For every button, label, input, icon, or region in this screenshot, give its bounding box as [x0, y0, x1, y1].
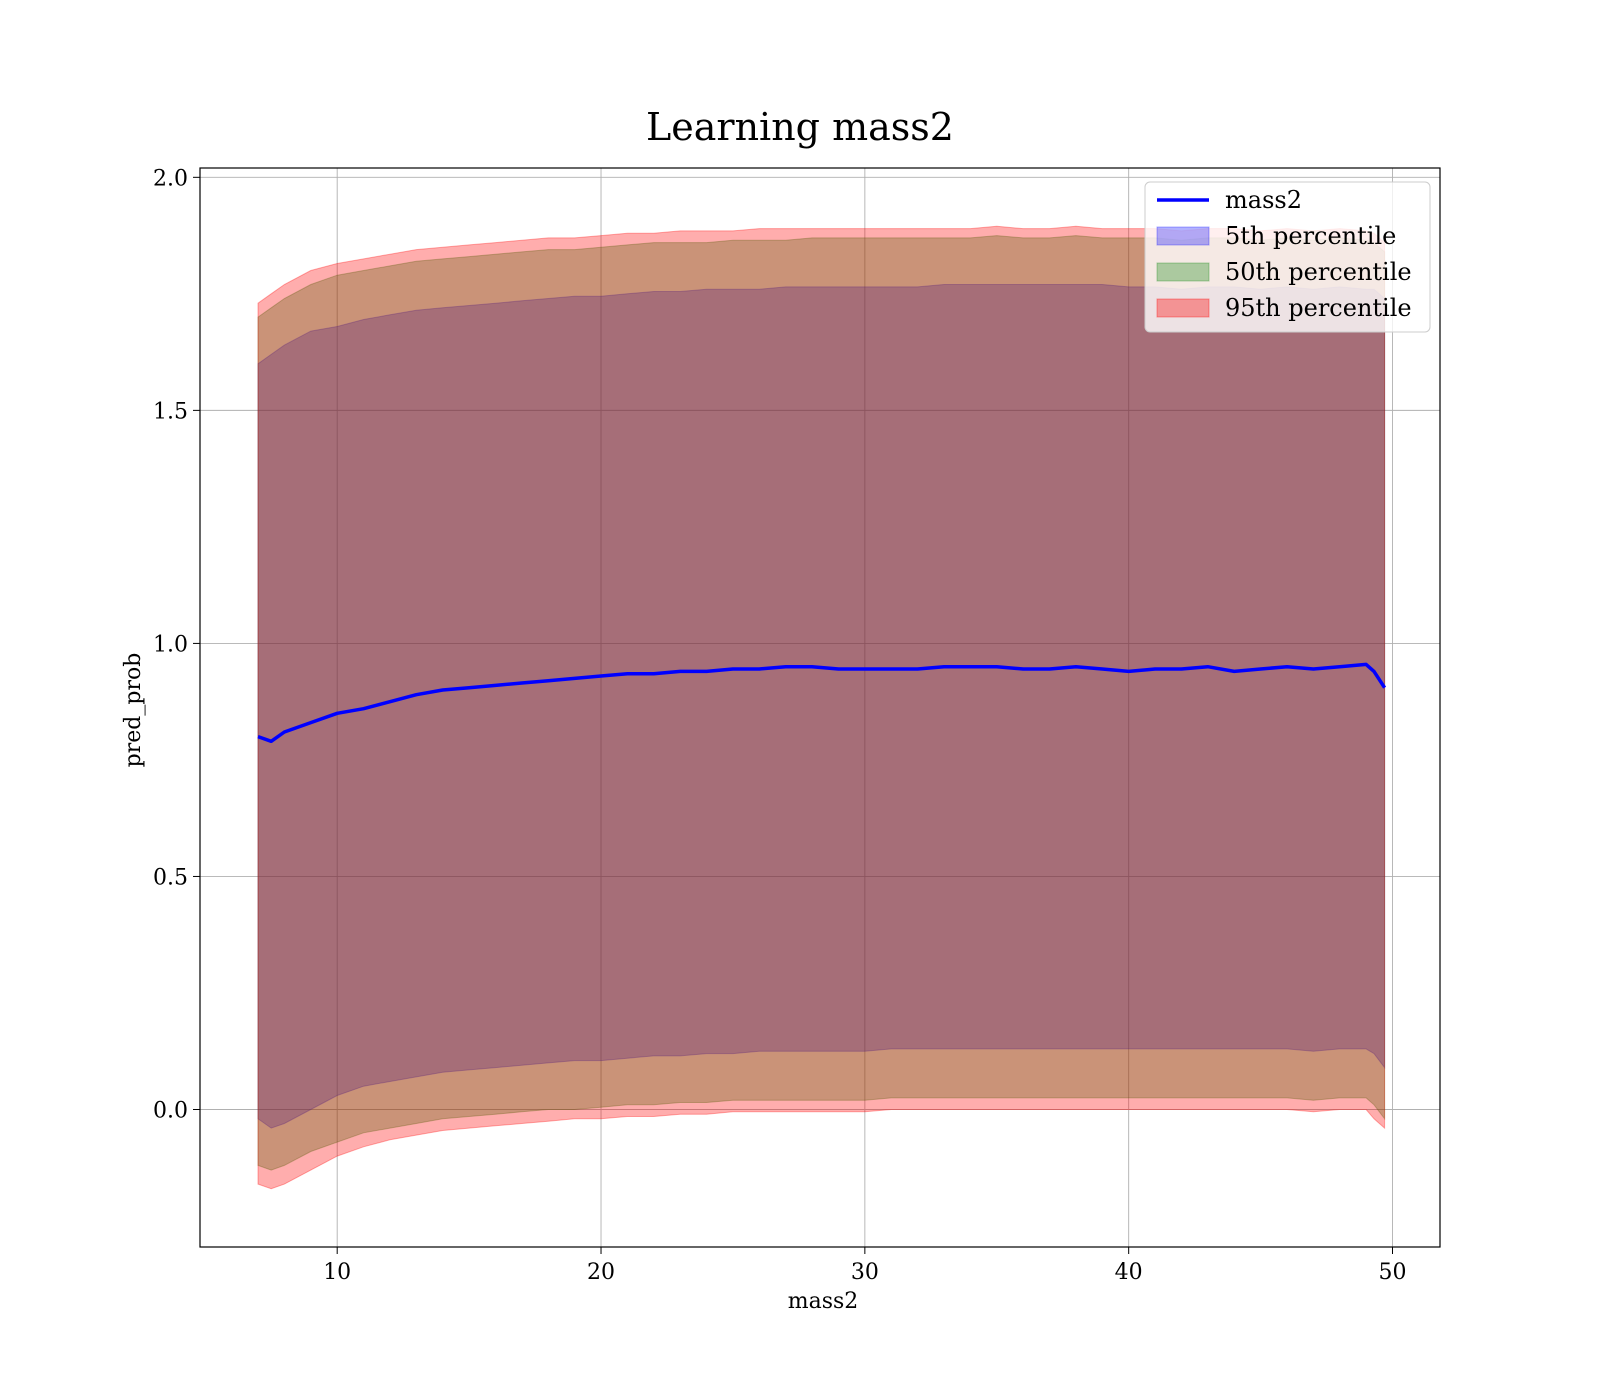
- legend-swatch-95th: [1156, 298, 1210, 318]
- line-mass2: [257, 662, 1387, 744]
- y-axis-title: pred_prob: [121, 653, 146, 768]
- axis-ticks: 10 20 30 40 50 0.0 0.5 1.0 1.5 2.0: [153, 166, 1407, 1285]
- band-50th-percentile: [257, 235, 1386, 1171]
- legend-label-95th: 95th percentile: [1225, 294, 1412, 322]
- legend-box: [1144, 181, 1431, 333]
- chart-title: Learning mass2: [646, 105, 954, 149]
- y-tick-label: 0.0: [153, 1099, 188, 1124]
- y-tick-label: 0.5: [153, 865, 188, 890]
- legend-label-5th: 5th percentile: [1225, 222, 1396, 250]
- legend-label-50th: 50th percentile: [1225, 258, 1412, 286]
- series-lines: [257, 662, 1387, 744]
- y-tick-label: 2.0: [153, 166, 188, 191]
- grid: [200, 168, 1440, 1247]
- legend: mass2 5th percentile 50th percentile 95t…: [1144, 181, 1431, 333]
- legend-swatch-50th: [1156, 262, 1210, 282]
- band-5th-percentile: [257, 284, 1386, 1129]
- x-tick-label: 50: [1379, 1260, 1407, 1285]
- x-tick-label: 10: [323, 1260, 351, 1285]
- x-axis-title: mass2: [788, 1289, 859, 1314]
- y-tick-label: 1.5: [153, 399, 188, 424]
- band-95th-percentile: [257, 225, 1386, 1190]
- legend-swatch-5th: [1156, 226, 1210, 246]
- x-tick-label: 30: [851, 1260, 879, 1285]
- x-tick-label: 20: [587, 1260, 615, 1285]
- y-tick-label: 1.0: [153, 632, 188, 657]
- x-tick-label: 40: [1115, 1260, 1143, 1285]
- percentile-bands: [257, 225, 1386, 1190]
- legend-label-mass2: mass2: [1225, 186, 1302, 214]
- plot-frame: [199, 167, 1441, 1248]
